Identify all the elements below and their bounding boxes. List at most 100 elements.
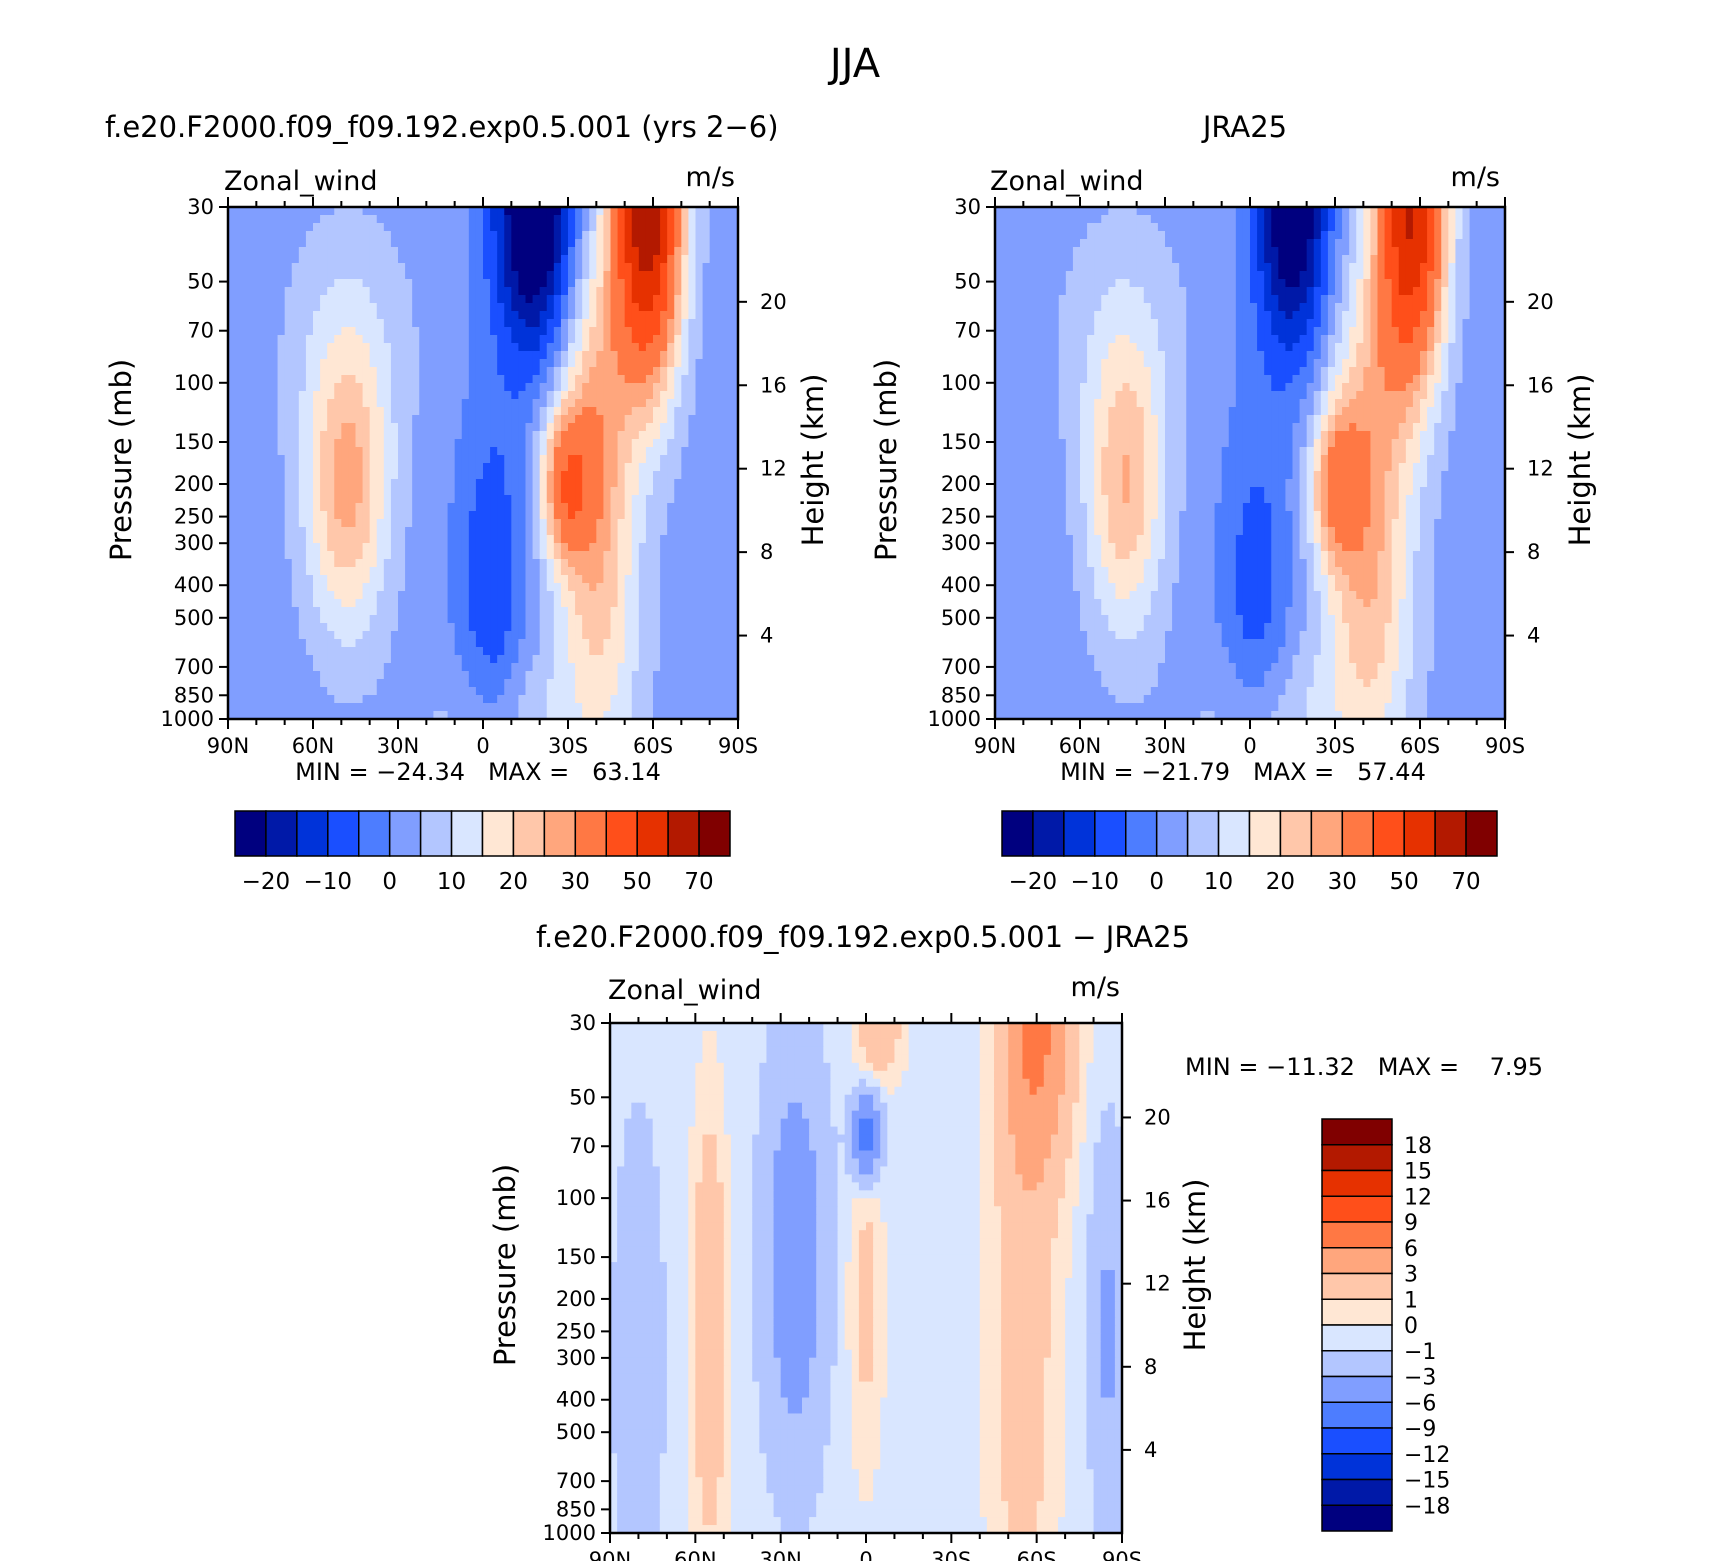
heatmap-cell — [277, 535, 286, 544]
heatmap-cell — [553, 207, 562, 216]
heatmap-cell — [327, 287, 335, 296]
heatmap-cell — [355, 551, 364, 560]
heatmap-cell — [1320, 231, 1329, 240]
heatmap-cell — [560, 303, 569, 312]
heatmap-cell — [228, 599, 236, 608]
heatmap-cell — [341, 695, 350, 704]
heatmap-cell — [327, 223, 335, 232]
colorbar-box — [605, 810, 638, 857]
heatmap-cell — [348, 663, 357, 672]
heatmap-cell — [355, 695, 364, 704]
heatmap-cell — [645, 655, 654, 664]
heatmap-cell — [405, 327, 413, 336]
heatmap-cell — [398, 335, 406, 344]
heatmap-cell — [419, 655, 427, 664]
heatmap-cell — [249, 471, 257, 480]
heatmap-cell — [398, 391, 406, 400]
heatmap-cell — [511, 671, 520, 680]
heatmap-cell — [454, 255, 463, 264]
heatmap-cell — [638, 463, 647, 472]
heatmap-cell — [320, 311, 328, 320]
heatmap-cell — [433, 375, 442, 384]
heatmap-cell — [546, 703, 555, 712]
heatmap-cell — [270, 527, 279, 536]
heatmap-cell — [320, 695, 328, 704]
heatmap-cell — [589, 343, 597, 352]
heatmap-cell — [490, 239, 498, 248]
heatmap-cell — [369, 303, 378, 312]
heatmap-cell — [242, 319, 250, 328]
heatmap-cell — [277, 551, 286, 560]
heatmap-cell — [412, 391, 420, 400]
heatmap-cell — [447, 535, 456, 544]
heatmap-cell — [256, 239, 265, 248]
heatmap-cell — [419, 631, 427, 640]
heatmap-cell — [483, 319, 491, 328]
heatmap-cell — [575, 527, 583, 536]
heatmap-cell — [376, 271, 385, 280]
heatmap-cell — [730, 335, 739, 344]
heatmap-cell — [674, 695, 682, 704]
heatmap-cell — [518, 319, 527, 328]
heatmap-cell — [355, 335, 364, 344]
heatmap-cell — [483, 287, 491, 296]
heatmap-cell — [362, 663, 371, 672]
heatmap-cell — [383, 671, 392, 680]
heatmap-cell — [228, 311, 236, 320]
heatmap-cell — [242, 399, 250, 408]
heatmap-cell — [298, 239, 307, 248]
heatmap-cell — [440, 367, 449, 376]
heatmap-cell — [624, 287, 633, 296]
heatmap-cell — [674, 647, 682, 656]
heatmap-cell — [298, 423, 307, 432]
heatmap-cell — [1257, 223, 1265, 232]
heatmap-cell — [582, 647, 590, 656]
heatmap-cell — [334, 591, 342, 600]
heatmap-cell — [596, 343, 605, 352]
heatmap-cell — [504, 559, 512, 568]
heatmap-cell — [617, 207, 626, 216]
heatmap-cell — [674, 423, 682, 432]
heatmap-cell — [504, 599, 512, 608]
x-tick-label: 60N — [292, 734, 334, 758]
heatmap-cell — [716, 655, 725, 664]
heatmap-cell — [1427, 207, 1435, 216]
heatmap-cell — [483, 671, 491, 680]
heatmap-cell — [291, 319, 300, 328]
heatmap-cell — [582, 527, 590, 536]
heatmap-cell — [1193, 231, 1202, 240]
heatmap-cell — [383, 215, 392, 224]
heatmap-cell — [348, 607, 357, 616]
heatmap-cell — [412, 639, 420, 648]
heatmap-cell — [249, 679, 257, 688]
heatmap-cell — [603, 439, 612, 448]
heatmap-cell — [1051, 215, 1060, 224]
panel-obs-plot: 90N 60N 30N 0 30S 60S 90S305070100150200250300… — [928, 195, 1554, 758]
heatmap-cell — [235, 231, 243, 240]
heatmap-cell — [511, 255, 520, 264]
heatmap-cell — [341, 295, 350, 304]
heatmap-cell — [589, 383, 597, 392]
heatmap-cell — [553, 447, 562, 456]
heatmap-cell — [461, 479, 470, 488]
heatmap-cell — [412, 255, 420, 264]
heatmap-cell — [341, 671, 350, 680]
heatmap-cell — [398, 535, 406, 544]
heatmap-cell — [1349, 231, 1357, 240]
heatmap-cell — [348, 535, 357, 544]
heatmap-cell — [475, 471, 484, 480]
heatmap-cell — [426, 391, 435, 400]
heatmap-cell — [1009, 207, 1017, 216]
y-tick-label: 70 — [187, 319, 214, 343]
heatmap-cell — [454, 335, 463, 344]
heatmap-cell — [532, 679, 541, 688]
heatmap-cell — [546, 487, 555, 496]
heatmap-cell — [638, 543, 647, 552]
heatmap-cell — [624, 327, 633, 336]
heatmap-cell — [660, 215, 668, 224]
colorbar-box — [481, 810, 515, 857]
heatmap-cell — [412, 711, 420, 720]
heatmap-cell — [532, 327, 541, 336]
heatmap-cell — [497, 311, 505, 320]
heatmap-cell — [702, 599, 711, 608]
